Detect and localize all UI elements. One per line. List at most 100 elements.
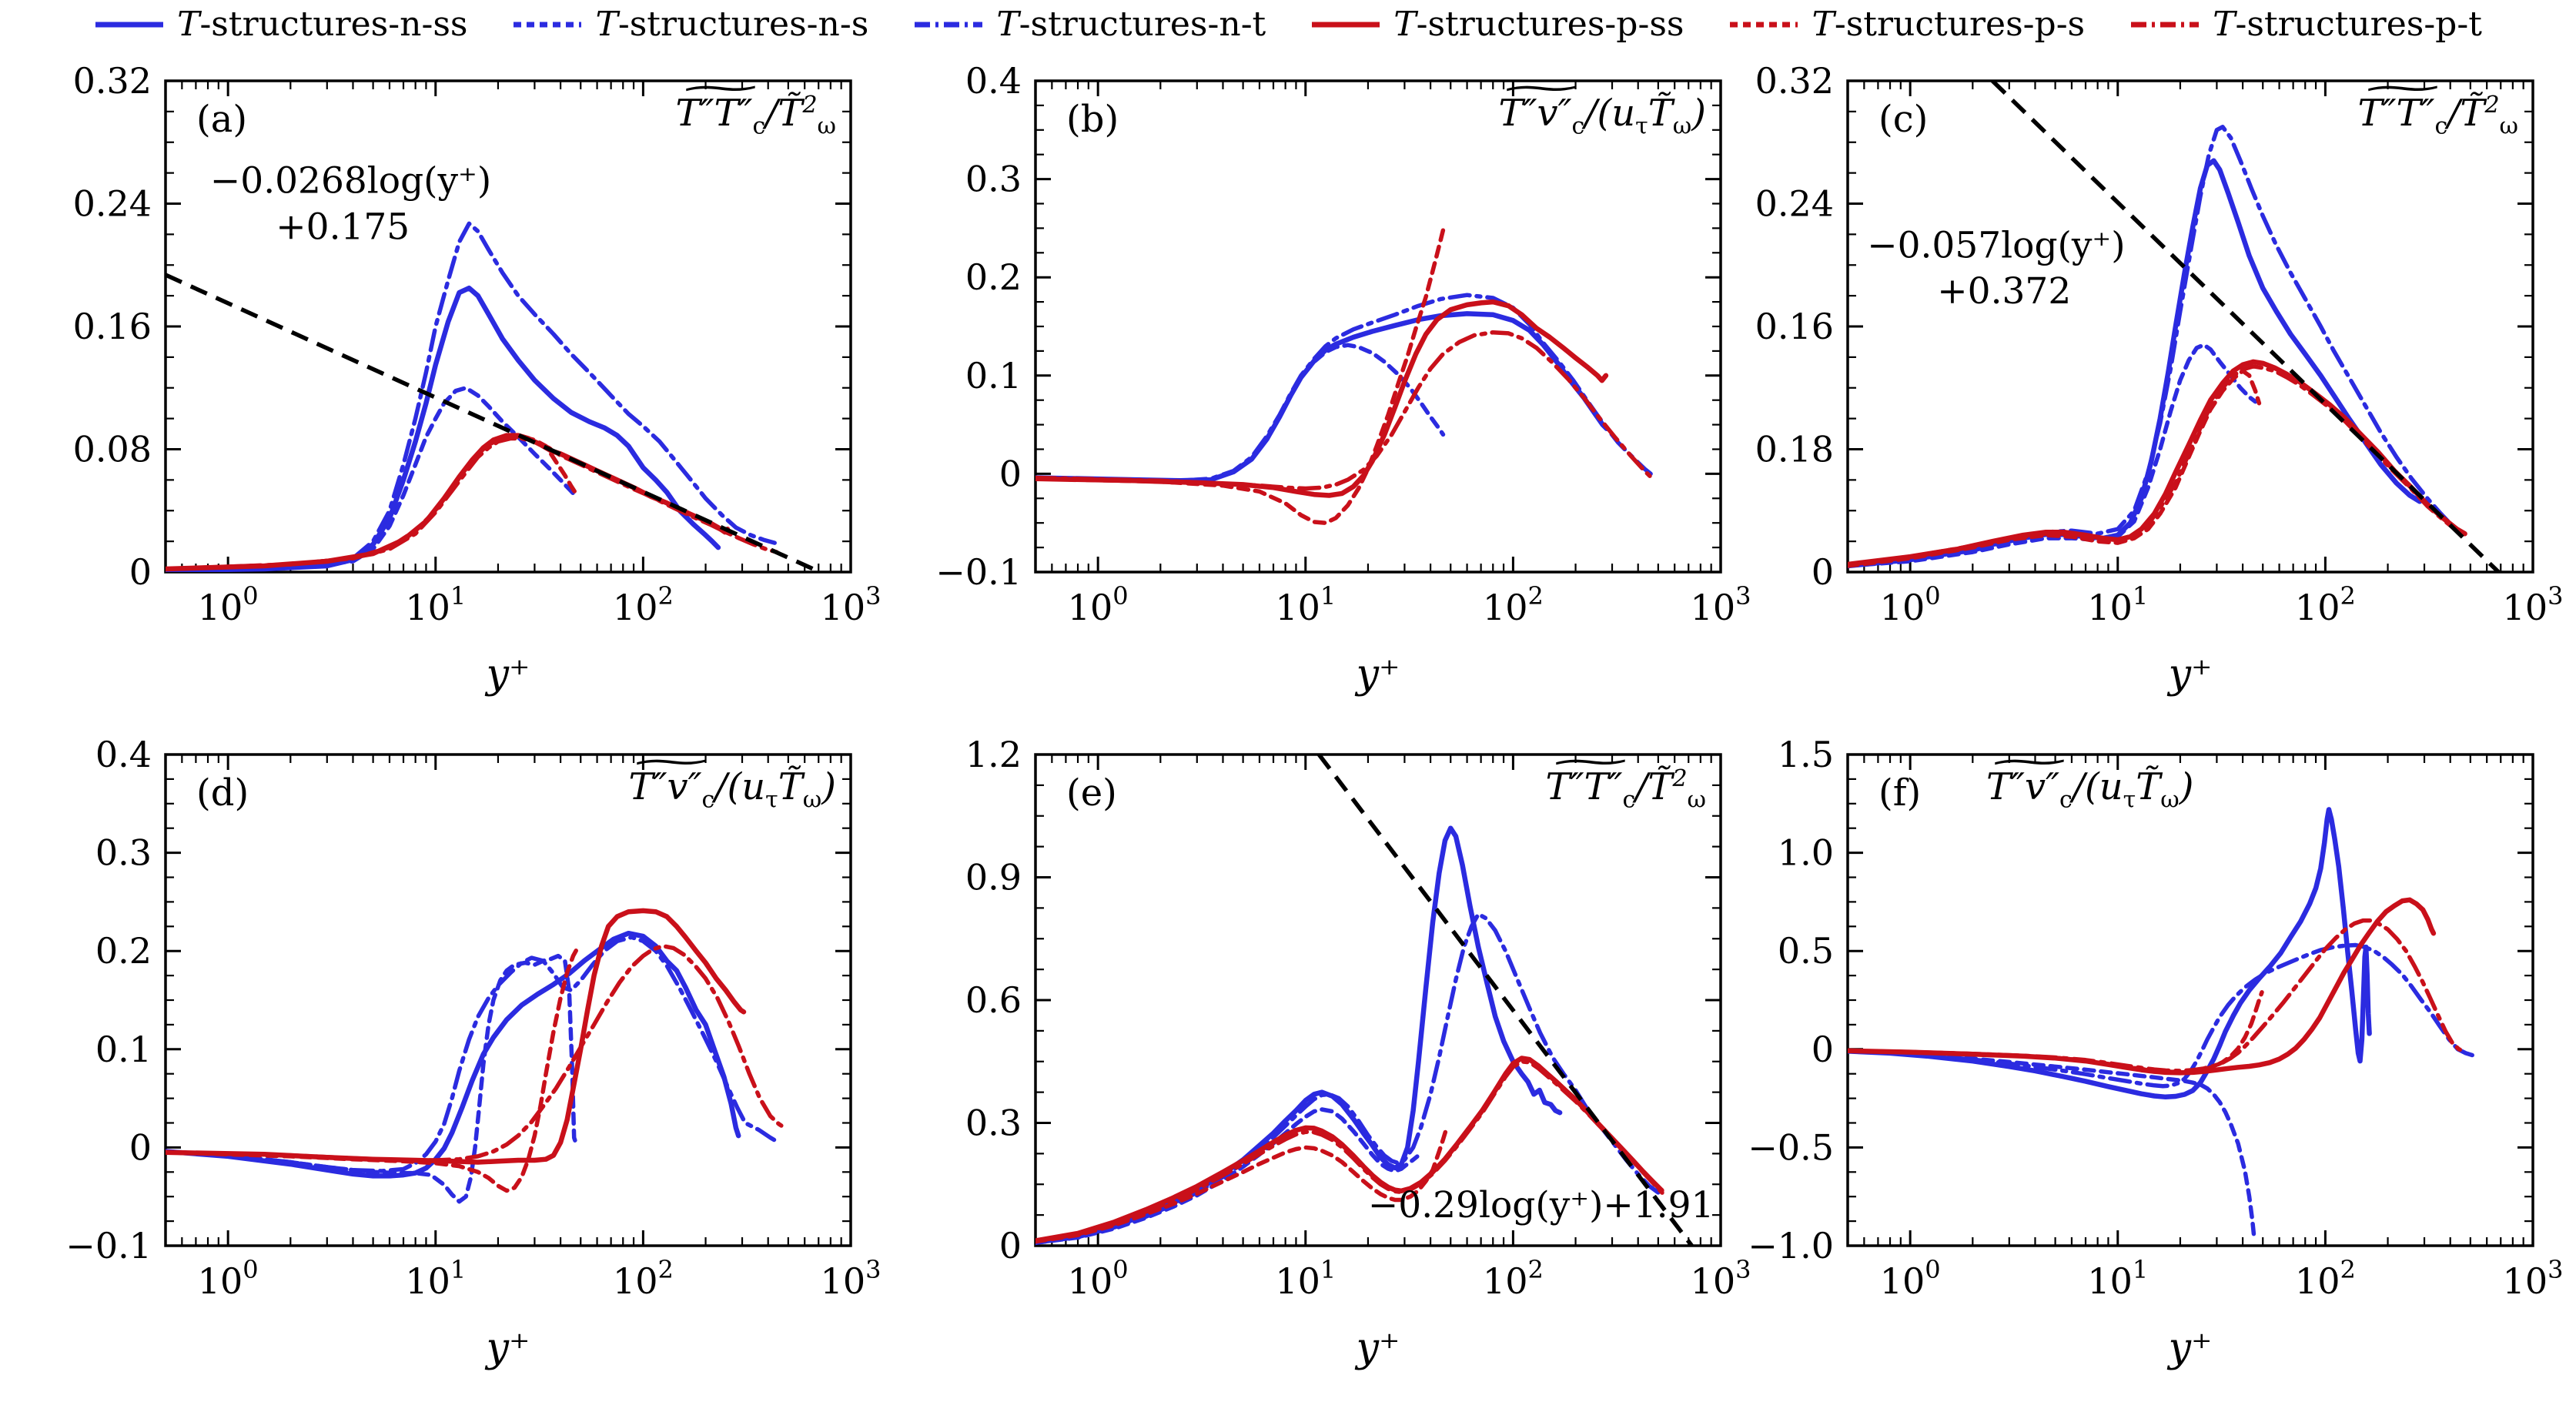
- legend-item-T-structures-p-ss: T-structures-p-ss: [1310, 5, 1684, 44]
- x-tick-label: 103: [2503, 581, 2564, 628]
- x-tick-label: 101: [2087, 1255, 2148, 1302]
- series-T-structures-n-ss: [166, 285, 721, 572]
- y-tick-label: 0.24: [73, 183, 152, 225]
- panel-b-plot: 100 101 102 103−0.100.10.20.30.4y⁺: [935, 60, 1751, 698]
- x-tick-label: 101: [2087, 581, 2148, 628]
- y-tick-label: 0.6: [965, 979, 1022, 1021]
- axes-frame: [1034, 753, 1722, 1247]
- legend-label: T-structures-p-t: [2213, 5, 2482, 44]
- y-tick-label: 0: [129, 551, 152, 593]
- panel-title-formula: ∼ T″v″c/(uτT̃ω): [625, 742, 836, 814]
- legend-item-T-structures-p-t: T-structures-p-t: [2129, 5, 2482, 44]
- axes-frame: [1034, 79, 1722, 574]
- y-tick-label: 1.5: [1778, 734, 1834, 775]
- annotation-text: +0.372: [1937, 270, 2071, 313]
- panel-b: 100 101 102 103 −0.1 0 0.1 0.2 0.3 0.4 y⁺ (b) ∼ T″v″c…: [912, 58, 1764, 728]
- y-tick-label: 0: [999, 1225, 1022, 1266]
- x-axis-label: y⁺: [1355, 651, 1400, 698]
- legend-line-sample-dashdot: [915, 22, 983, 27]
- y-tick-label: 0.1: [95, 1029, 152, 1070]
- y-tick-label: −1.0: [1748, 1225, 1834, 1266]
- x-tick-label: 102: [2295, 1255, 2356, 1302]
- x-tick-label: 100: [1880, 1255, 1941, 1302]
- y-tick-label: 0.32: [73, 60, 152, 102]
- panel-letter-a: (a): [196, 98, 248, 141]
- y-tick-label: 0.1: [965, 355, 1022, 397]
- series-T-structures-n-s: [166, 386, 577, 572]
- axes-frame: [164, 753, 852, 1247]
- y-tick-label: 0: [1812, 551, 1834, 593]
- y-tick-label: 0.2: [95, 930, 152, 972]
- series-T-structures-p-t: [166, 944, 787, 1163]
- panel-e-plot: 100 101 102 10300.30.60.91.2y⁺−0.29log(y⁺)+…: [965, 734, 1751, 1371]
- series-T-structures-p-t: [1035, 330, 1655, 491]
- x-tick-label: 100: [198, 1255, 259, 1302]
- y-tick-label: −0.5: [1748, 1126, 1834, 1168]
- y-tick-label: 0.2: [965, 256, 1022, 298]
- panel-a: 100 101 102 103 0 0.08 0.16 0.24 0.32 y⁺ −0.0268lo…: [42, 58, 894, 728]
- x-tick-label: 102: [1483, 581, 1544, 628]
- x-tick-label: 103: [821, 1255, 882, 1302]
- panel-c-plot: 100 101 102 103 0 0.18 0.16 0.24 0.32 y⁺ −0.057log…: [1755, 60, 2564, 698]
- panel-letter-d: (d): [196, 771, 249, 815]
- series-T-structures-p-s: [1035, 1125, 1450, 1244]
- panel-c: 100 101 102 103 0 0.18 0.16 0.24 0.32 y⁺ −0.057log…: [1725, 58, 2576, 728]
- x-tick-label: 103: [821, 581, 882, 628]
- legend-line-sample-dashed: [514, 22, 582, 27]
- x-tick-label: 100: [198, 581, 259, 628]
- series-T-structures-n-t: [1035, 293, 1653, 484]
- legend-line-sample-dashdot: [2131, 22, 2200, 27]
- y-tick-label: 0: [1812, 1029, 1834, 1070]
- y-tick-label: 0.4: [95, 734, 152, 775]
- x-axis-label: y⁺: [485, 1325, 530, 1371]
- legend-label: T-structures-p-s: [1812, 5, 2086, 44]
- x-tick-label: 102: [2295, 581, 2356, 628]
- annotation-text: −0.057log(y⁺): [1867, 224, 2125, 266]
- legend-item-T-structures-n-ss: T-structures-n-ss: [94, 5, 467, 44]
- y-tick-label: 0.32: [1755, 60, 1834, 102]
- series-T-structures-p-s: [1035, 224, 1447, 525]
- series-T-structures-n-ss: [1848, 158, 2423, 569]
- series-T-structures-n-ss: [1848, 807, 2372, 1100]
- y-tick-label: 0.18: [1755, 429, 1834, 470]
- series-T-structures-p-ss: [166, 908, 747, 1165]
- series-T-structures-n-t: [166, 935, 781, 1173]
- legend-label: T-structures-n-s: [595, 5, 869, 44]
- legend-line-sample-dashed: [1730, 22, 1798, 27]
- y-tick-label: 0.9: [965, 857, 1022, 898]
- panel-letter-e: (e): [1066, 771, 1117, 815]
- x-tick-label: 102: [1483, 1255, 1544, 1302]
- y-tick-label: 0.24: [1755, 183, 1834, 225]
- annotation-text: −0.0268log(y⁺): [210, 160, 491, 202]
- legend-label: T-structures-n-ss: [177, 5, 468, 44]
- y-tick-label: 0.3: [965, 159, 1022, 200]
- panel-title-formula: ∼ T″T″c/T̃2ω: [1544, 742, 1706, 814]
- series-T-structures-n-s: [1848, 343, 2258, 568]
- series-T-structures-p-t: [1848, 918, 2467, 1073]
- legend: T-structures-n-ss T-structures-n-s T-struc…: [0, 5, 2576, 44]
- y-tick-label: 0.16: [1755, 306, 1834, 347]
- x-tick-label: 100: [1068, 581, 1129, 628]
- legend-item-T-structures-n-s: T-structures-n-s: [512, 5, 868, 44]
- y-tick-label: 0.16: [73, 306, 152, 347]
- series-T-structures-p-t: [1848, 364, 2467, 567]
- series-T-structures-n-t: [1848, 125, 2464, 568]
- x-tick-label: 101: [1275, 1255, 1336, 1302]
- x-tick-label: 103: [2503, 1255, 2564, 1302]
- panel-f-plot: 100 101 102 103 −1.0 −0.5 0 0.5 1.0 1.5 y⁺: [1748, 734, 2564, 1371]
- panel-letter-c: (c): [1878, 98, 1929, 141]
- panel-title-formula: ∼ T″T″c/T̃2ω: [2357, 69, 2518, 140]
- series-T-structures-p-ss: [166, 433, 731, 572]
- series-T-structures-p-t: [166, 436, 779, 571]
- y-tick-label: 0.5: [1778, 930, 1834, 972]
- axes-frame: [164, 79, 852, 574]
- x-axis-label: y⁺: [1355, 1325, 1400, 1371]
- x-tick-label: 102: [613, 1255, 674, 1302]
- y-tick-label: 1.0: [1778, 832, 1834, 874]
- y-tick-label: 0: [999, 453, 1022, 494]
- series-T-structures-n-ss: [166, 930, 741, 1179]
- reference-line: [166, 273, 821, 572]
- panel-title-formula: ∼ T″v″c/(uτT̃ω): [1983, 742, 2194, 814]
- x-tick-label: 101: [405, 581, 466, 628]
